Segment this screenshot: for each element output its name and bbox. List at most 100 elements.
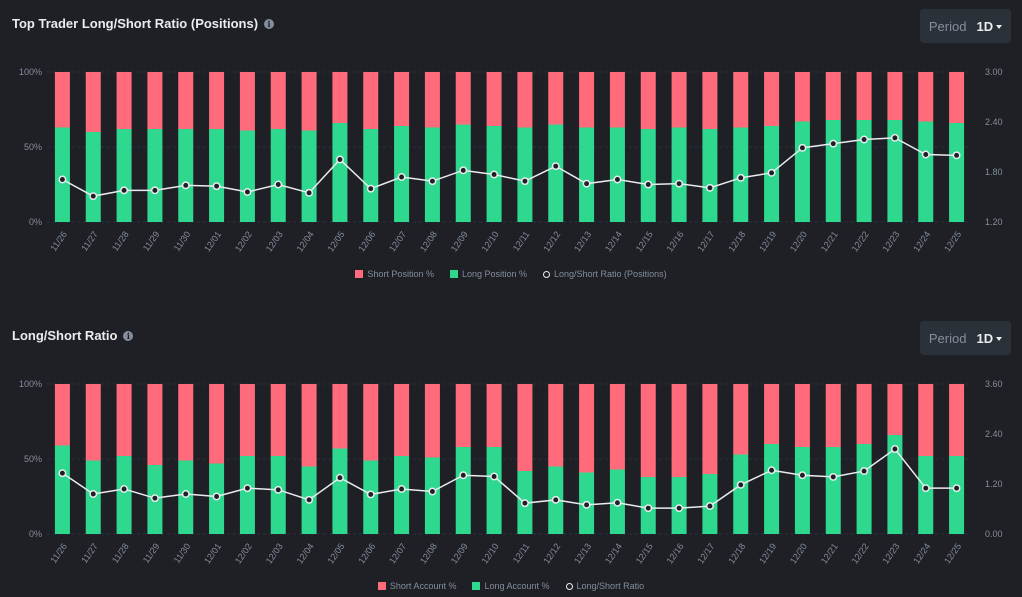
short-bar (147, 72, 163, 129)
period-value-text: 1D (976, 18, 994, 34)
panel-title: Long/Short Ratio i (12, 328, 134, 343)
x-tick-label: 12/17 (695, 541, 716, 565)
short-bar (825, 72, 841, 120)
period-value[interactable]: 1D (976, 18, 1003, 34)
chart-panel-positions: Top Trader Long/Short Ratio (Positions) … (0, 0, 1022, 297)
ratio-marker-icon (543, 270, 551, 278)
long-bar (918, 456, 934, 534)
short-bar (455, 72, 471, 125)
y-tick-right: 3.60 (985, 379, 1003, 389)
ratio-point (736, 480, 745, 489)
long-bar (579, 127, 595, 222)
legend-label: Short Position % (367, 269, 434, 279)
info-icon[interactable]: i (264, 18, 275, 29)
short-bar (54, 384, 70, 446)
ratio-point (582, 500, 591, 509)
short-bar (548, 72, 564, 125)
ratio-point (952, 484, 961, 493)
legend-long[interactable]: Long Position % (449, 269, 527, 279)
short-bar (394, 72, 410, 126)
ratio-point (243, 188, 252, 196)
legend-label: Long Account % (484, 581, 550, 591)
legend-long[interactable]: Long Account % (472, 581, 550, 591)
x-tick-label: 11/28 (110, 541, 131, 565)
long-bar (887, 435, 903, 534)
x-tick-label: 12/20 (788, 541, 809, 565)
ratio-point (428, 177, 437, 186)
short-bar (301, 384, 317, 467)
panel-title-text: Long/Short Ratio (12, 328, 118, 343)
legend-ratio[interactable]: Long/Short Ratio (565, 581, 645, 591)
y-tick-left: 50% (24, 454, 42, 464)
long-bar (887, 120, 903, 222)
short-bar (486, 72, 502, 126)
short-bar (116, 72, 132, 129)
ratio-point (921, 150, 930, 159)
ratio-point (181, 181, 190, 190)
period-value[interactable]: 1D (976, 330, 1003, 346)
x-tick-label: 11/30 (172, 541, 193, 565)
info-icon[interactable]: i (123, 330, 134, 341)
long-bar (764, 444, 780, 534)
short-bar (733, 384, 749, 455)
short-bar (887, 72, 903, 120)
period-label: Period (928, 330, 967, 346)
ratio-point (798, 143, 807, 152)
ratio-point (397, 485, 406, 493)
y-tick-left: 100% (19, 67, 42, 77)
ratio-point (952, 151, 961, 160)
x-tick-label: 12/02 (233, 541, 254, 565)
ratio-point (675, 504, 684, 513)
long-bar (394, 456, 410, 534)
short-bar (640, 72, 656, 129)
short-bar (54, 72, 70, 128)
y-tick-left: 50% (24, 142, 42, 152)
legend-label: Long/Short Ratio (576, 581, 645, 591)
period-value-text: 1D (976, 330, 994, 346)
legend-short[interactable]: Short Position % (355, 269, 434, 279)
x-tick-label: 12/21 (819, 541, 840, 565)
short-bar (640, 384, 656, 477)
short-bar (178, 384, 194, 461)
ratio-point (459, 166, 468, 175)
ratio-point (829, 472, 838, 481)
legend-short[interactable]: Short Account % (377, 581, 457, 591)
x-tick-label: 12/12 (541, 541, 562, 565)
short-bar (579, 384, 595, 473)
x-tick-label: 12/10 (480, 541, 501, 565)
ratio-point (705, 502, 714, 511)
short-bar (270, 72, 286, 129)
period-selector[interactable]: Period 1D (920, 9, 1011, 43)
ratio-point (551, 162, 560, 171)
long-bar (332, 448, 348, 534)
ratio-point (860, 467, 869, 476)
long-swatch (472, 582, 481, 590)
long-bar (856, 444, 872, 534)
ratio-marker-icon (565, 582, 573, 590)
short-bar (147, 384, 163, 465)
ratio-point (305, 188, 314, 197)
x-tick-label: 11/27 (79, 541, 100, 565)
ratio-point (520, 177, 529, 186)
x-tick-label: 12/06 (356, 541, 377, 565)
legend-label: Short Account % (389, 581, 457, 591)
short-bar (918, 384, 934, 456)
chevron-down-icon (996, 336, 1003, 341)
ratio-point (150, 186, 159, 195)
period-selector[interactable]: Period 1D (920, 321, 1011, 355)
long-bar (671, 127, 687, 222)
ratio-point (58, 469, 67, 478)
ratio-point (582, 179, 591, 188)
long-bar (147, 129, 163, 222)
ratio-point (613, 175, 622, 184)
legend-ratio[interactable]: Long/Short Ratio (Positions) (543, 269, 667, 279)
x-tick-label: 12/01 (202, 541, 223, 565)
x-tick-label: 12/07 (387, 541, 408, 565)
short-swatch (377, 582, 386, 590)
ratio-point (150, 494, 159, 503)
short-bar (764, 72, 780, 126)
long-bar (794, 447, 810, 534)
long-bar (548, 124, 564, 222)
short-bar (209, 72, 225, 129)
long-bar (54, 445, 70, 534)
